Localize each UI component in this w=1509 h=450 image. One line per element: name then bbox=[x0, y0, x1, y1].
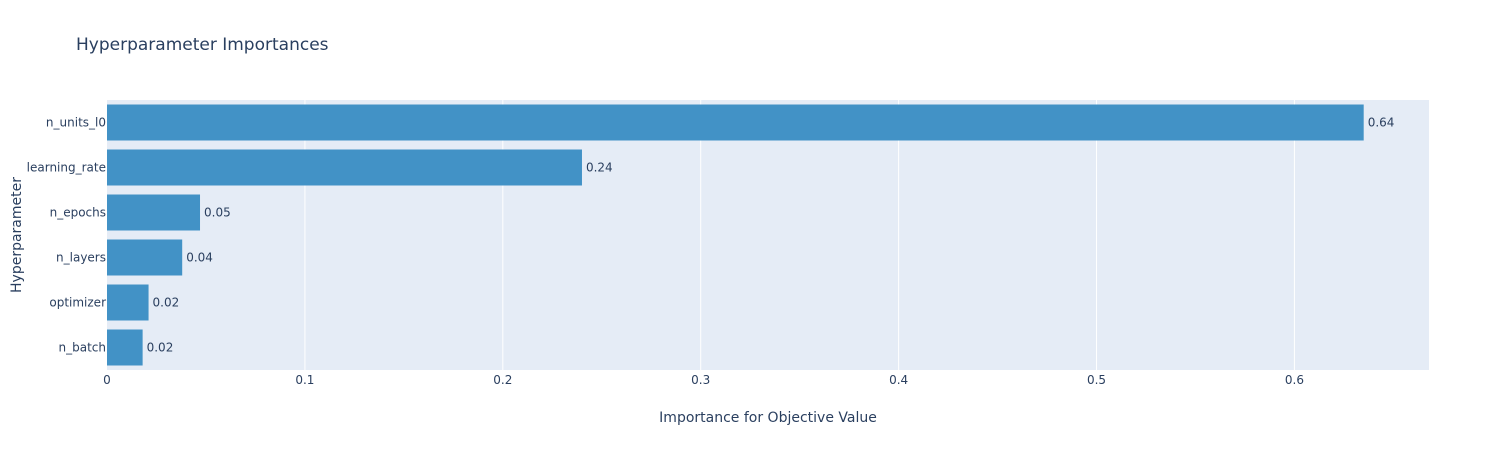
bar-n-layers[interactable] bbox=[107, 239, 183, 276]
y-tick-label: n_layers bbox=[56, 251, 106, 265]
y-tick-label: n_batch bbox=[59, 341, 106, 355]
x-tick-label: 0.5 bbox=[1087, 373, 1106, 387]
x-tick-label: 0 bbox=[103, 373, 111, 387]
bar-value-labels: 0.64 0.24 0.05 0.04 0.02 0.02 bbox=[147, 116, 1395, 355]
bar-value-label: 0.64 bbox=[1368, 116, 1395, 130]
y-tick-label: n_units_l0 bbox=[46, 116, 106, 130]
x-axis-title: Importance for Objective Value bbox=[659, 410, 877, 426]
bar-n-batch[interactable] bbox=[107, 329, 143, 366]
bar-optimizer[interactable] bbox=[107, 284, 149, 321]
bar-value-label: 0.02 bbox=[147, 341, 174, 355]
x-tick-label: 0.4 bbox=[889, 373, 908, 387]
bars bbox=[107, 104, 1364, 366]
x-tick-labels: 0 0.1 0.2 0.3 0.4 0.5 0.6 bbox=[103, 373, 1304, 387]
bar-value-label: 0.02 bbox=[153, 296, 180, 310]
y-axis-title: Hyperparameter bbox=[9, 177, 25, 293]
chart-title: Hyperparameter Importances bbox=[76, 35, 329, 55]
x-tick-label: 0.1 bbox=[295, 373, 314, 387]
bar-n-units-l0[interactable] bbox=[107, 104, 1364, 141]
y-tick-label: n_epochs bbox=[50, 206, 106, 220]
bar-n-epochs[interactable] bbox=[107, 194, 201, 231]
x-tick-label: 0.3 bbox=[691, 373, 710, 387]
plot-area bbox=[107, 100, 1429, 370]
x-tick-label: 0.2 bbox=[493, 373, 512, 387]
bar-value-label: 0.24 bbox=[586, 161, 613, 175]
y-tick-label: learning_rate bbox=[27, 161, 106, 175]
bar-value-label: 0.05 bbox=[204, 206, 231, 220]
bar-value-label: 0.04 bbox=[186, 251, 213, 265]
y-tick-labels: n_units_l0 learning_rate n_epochs n_layerso… bbox=[27, 116, 106, 355]
y-tick-label: optimizer bbox=[49, 296, 106, 310]
x-tick-label: 0.6 bbox=[1285, 373, 1304, 387]
gridlines bbox=[304, 100, 1295, 370]
bar-learning-rate[interactable] bbox=[107, 149, 582, 186]
